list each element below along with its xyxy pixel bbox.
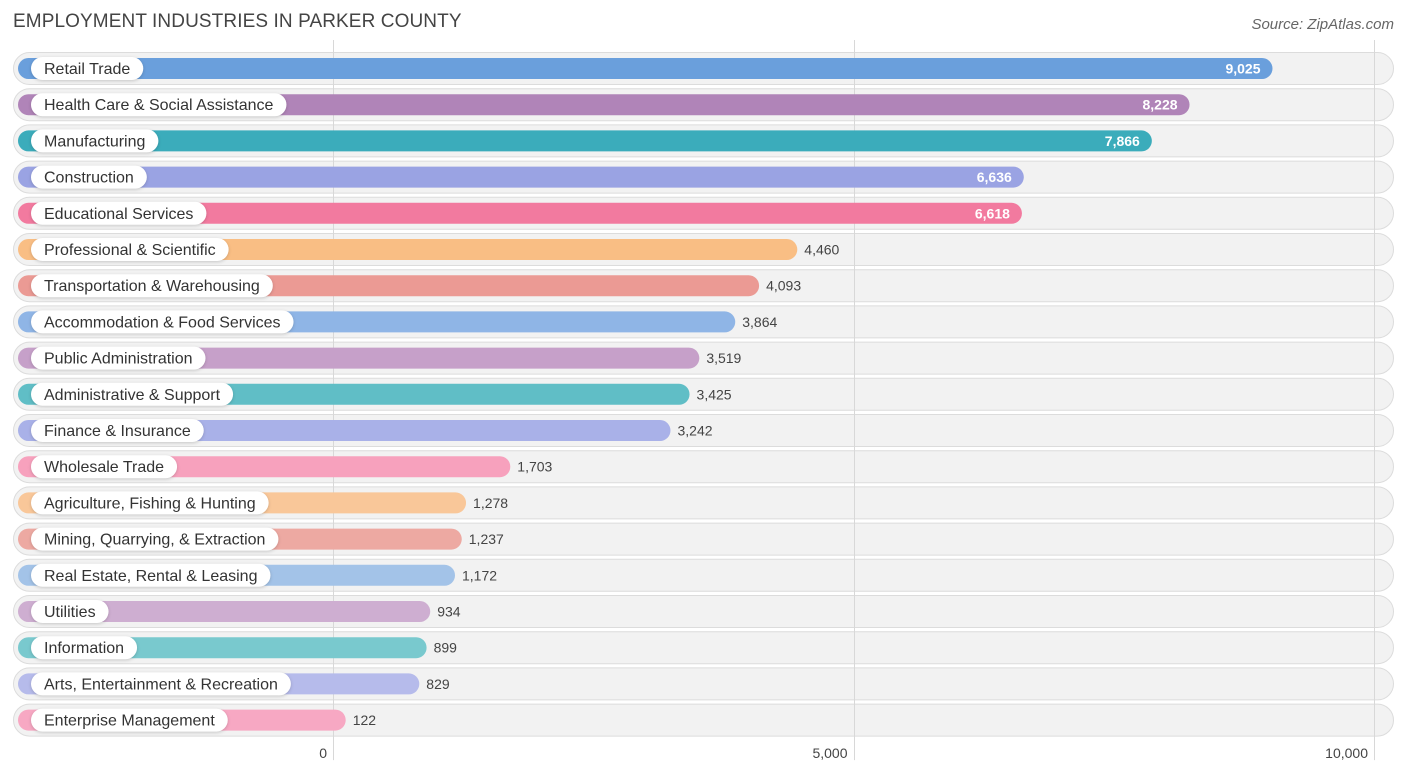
value-label: 1,278 xyxy=(473,495,508,511)
category-label-pill xyxy=(31,708,228,732)
category-label: Public Administration xyxy=(44,351,193,368)
category-label: Mining, Quarrying, & Extraction xyxy=(44,532,265,549)
value-label: 3,864 xyxy=(742,314,777,330)
bar-row[interactable]: Arts, Entertainment & Recreation 829 xyxy=(18,672,450,696)
category-label: Utilities xyxy=(44,604,96,621)
category-label-pill xyxy=(31,419,204,442)
bar-row[interactable]: Retail Trade 9,025 xyxy=(18,57,1273,80)
category-label: Manufacturing xyxy=(44,133,145,150)
bar-row[interactable]: Wholesale Trade 1,703 xyxy=(18,455,553,479)
bar[interactable] xyxy=(18,202,1022,224)
category-label: Arts, Entertainment & Recreation xyxy=(44,676,278,693)
row-background xyxy=(13,703,1394,737)
bar-row[interactable]: Accommodation & Food Services 3,864 xyxy=(18,310,777,334)
x-axis-ticks: 0 5,000 10,000 xyxy=(319,745,1368,761)
bar[interactable] xyxy=(18,601,431,622)
value-label: 4,460 xyxy=(804,242,839,258)
value-label: 6,618 xyxy=(975,205,1010,221)
bar-row[interactable]: Enterprise Management 122 xyxy=(18,708,377,732)
category-label-pill xyxy=(31,600,109,623)
value-label: 1,703 xyxy=(517,459,552,475)
category-label-pill xyxy=(31,57,144,80)
value-label: 1,172 xyxy=(462,567,497,583)
category-label-pill xyxy=(31,455,178,479)
value-label: 6,636 xyxy=(977,169,1012,185)
category-label: Educational Services xyxy=(44,206,193,223)
category-label-pill xyxy=(31,238,229,261)
bar-row[interactable]: Health Care & Social Assistance 8,228 xyxy=(18,93,1190,117)
bars: Retail Trade 9,025 Health Care & Social As… xyxy=(18,57,1273,732)
category-label: Administrative & Support xyxy=(44,387,221,404)
chart-title: EMPLOYMENT INDUSTRIES IN PARKER COUNTY xyxy=(13,11,462,32)
category-label-pill xyxy=(31,636,138,660)
value-label: 899 xyxy=(434,640,458,656)
bar-row[interactable]: Construction 6,636 xyxy=(18,165,1024,189)
bar[interactable] xyxy=(18,94,1190,116)
bar-row[interactable]: Administrative & Support 3,425 xyxy=(18,382,732,406)
bar-row[interactable]: Public Administration 3,519 xyxy=(18,346,742,370)
bar-row[interactable]: Transportation & Warehousing 4,093 xyxy=(18,274,801,298)
category-label: Information xyxy=(44,640,124,657)
category-label: Health Care & Social Assistance xyxy=(44,97,274,114)
category-label-pill xyxy=(31,165,147,189)
category-label: Accommodation & Food Services xyxy=(44,314,281,331)
x-tick-label: 5,000 xyxy=(812,745,847,761)
value-label: 3,425 xyxy=(697,386,732,402)
bar-row[interactable]: Mining, Quarrying, & Extraction 1,237 xyxy=(18,527,504,551)
category-label: Agriculture, Fishing & Hunting xyxy=(44,495,256,512)
value-label: 9,025 xyxy=(1225,61,1260,77)
bar-row[interactable]: Finance & Insurance 3,242 xyxy=(18,419,713,442)
bar-row[interactable]: Agriculture, Fishing & Hunting 1,278 xyxy=(18,491,508,515)
chart-source: Source: ZipAtlas.com xyxy=(1251,16,1394,33)
bar-row[interactable]: Educational Services 6,618 xyxy=(18,201,1022,225)
category-label: Real Estate, Rental & Leasing xyxy=(44,568,257,585)
bar-row[interactable]: Manufacturing 7,866 xyxy=(18,129,1152,153)
bar[interactable] xyxy=(18,58,1273,79)
bar-row[interactable]: Utilities 934 xyxy=(18,600,461,623)
category-label: Wholesale Trade xyxy=(44,459,164,476)
category-label-pill xyxy=(31,491,269,515)
value-label: 8,228 xyxy=(1142,97,1177,113)
category-label-pill xyxy=(31,310,294,334)
category-label: Finance & Insurance xyxy=(44,423,191,440)
category-label-pill xyxy=(31,93,287,117)
value-label: 3,242 xyxy=(677,423,712,439)
value-label: 934 xyxy=(437,604,461,620)
category-label: Construction xyxy=(44,170,134,187)
x-tick-label: 10,000 xyxy=(1325,745,1368,761)
category-label-pill xyxy=(31,382,234,406)
category-label-pill xyxy=(31,201,207,225)
value-label: 122 xyxy=(353,712,377,728)
category-label-pill xyxy=(31,527,279,551)
bar[interactable] xyxy=(18,130,1152,152)
x-tick-label: 0 xyxy=(319,745,327,761)
bar-row[interactable]: Information 899 xyxy=(18,636,458,660)
category-label: Retail Trade xyxy=(44,61,130,78)
value-label: 4,093 xyxy=(766,278,801,294)
bar[interactable] xyxy=(18,166,1024,188)
bar-row[interactable]: Real Estate, Rental & Leasing 1,172 xyxy=(18,563,497,587)
category-label-pill xyxy=(31,129,159,153)
category-label-pill xyxy=(31,672,291,696)
value-label: 7,866 xyxy=(1105,133,1140,149)
value-label: 3,519 xyxy=(706,350,741,366)
value-label: 829 xyxy=(426,676,450,692)
category-label: Transportation & Warehousing xyxy=(44,278,260,295)
category-label-pill xyxy=(31,274,273,298)
category-label: Enterprise Management xyxy=(44,713,215,730)
bar-row[interactable]: Professional & Scientific 4,460 xyxy=(18,238,840,261)
category-label: Professional & Scientific xyxy=(44,242,216,259)
value-label: 1,237 xyxy=(469,531,504,547)
category-label-pill xyxy=(31,563,271,587)
category-label-pill xyxy=(31,346,206,370)
